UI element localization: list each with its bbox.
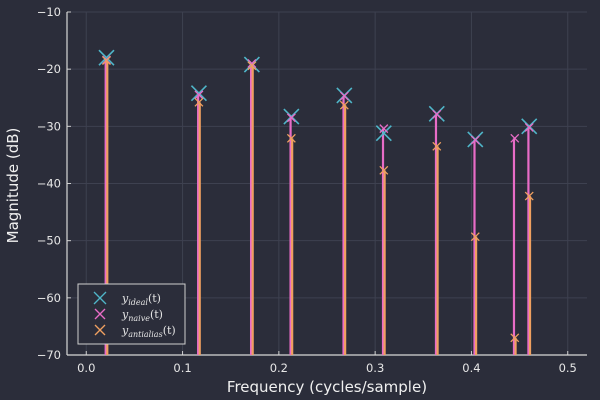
marker-stroke	[247, 61, 257, 71]
y-tick-label: −20	[37, 62, 61, 76]
marker-stroke	[470, 232, 480, 242]
marker-naive	[510, 133, 520, 143]
legend-marker-antialias	[94, 324, 106, 336]
marker-ideal	[190, 85, 207, 102]
tick-labels: 0.0 0.1 0.2 0.3 0.4 0.5 −70 −60 −50 −40 −30 −20 −10	[37, 5, 577, 375]
marker-antialias	[379, 165, 389, 175]
marker-stroke	[190, 85, 207, 102]
marker-stroke	[94, 308, 106, 320]
marker-stroke	[379, 165, 389, 175]
legend-marker-ideal	[93, 291, 107, 305]
marker-ideal	[98, 49, 115, 66]
marker-ideal	[521, 118, 538, 135]
marker-stroke	[243, 56, 260, 73]
marker-naive	[194, 90, 204, 100]
y-tick-label: −40	[37, 177, 61, 191]
y-tick-label: −60	[37, 291, 61, 305]
x-axis-label: Frequency (cycles/sample)	[227, 378, 427, 396]
marker-stroke	[94, 324, 106, 336]
marker-stroke	[524, 123, 534, 132]
marker-stroke	[286, 113, 296, 123]
y-tick-label: −50	[37, 234, 61, 248]
marker-stroke	[98, 49, 115, 66]
marker-naive	[247, 58, 257, 68]
marker-ideal	[283, 108, 300, 125]
marker-stroke	[194, 97, 204, 107]
marker-ideal	[375, 125, 392, 142]
y-tick-label: −70	[37, 348, 61, 362]
marker-stroke	[283, 108, 300, 125]
marker-antialias	[102, 56, 111, 66]
marker-stroke	[379, 124, 389, 134]
marker-naive	[339, 91, 349, 101]
marker-stroke	[194, 90, 204, 100]
marker-stroke	[432, 141, 442, 151]
marker-antialias	[510, 333, 520, 343]
marker-stroke	[339, 100, 349, 110]
marker-stroke	[510, 133, 520, 143]
marker-stroke	[510, 333, 520, 343]
x-tick-label: 0.1	[173, 361, 191, 375]
marker-antialias	[432, 141, 442, 151]
marker-naive	[286, 113, 296, 123]
marker-stroke	[339, 91, 349, 101]
marker-stroke	[521, 118, 538, 135]
marker-antialias	[339, 100, 349, 110]
marker-naive	[432, 109, 442, 119]
x-tick-label: 0.4	[462, 361, 480, 375]
marker-stroke	[286, 133, 296, 143]
marker-stroke	[432, 109, 442, 119]
legend: yideal(t)ynaive(t)yantialias(t)	[77, 283, 186, 345]
data-markers	[98, 49, 538, 343]
marker-antialias	[194, 97, 204, 107]
marker-antialias	[524, 191, 534, 201]
marker-stroke	[470, 135, 480, 145]
x-tick-label: 0.3	[366, 361, 384, 375]
marker-antialias	[286, 133, 296, 143]
legend-marker-naive	[94, 308, 106, 320]
marker-stroke	[102, 56, 111, 66]
x-tick-label: 0.5	[559, 361, 577, 375]
legend-label: ynaive(t)	[121, 308, 163, 323]
x-tick-label: 0.2	[270, 361, 288, 375]
legend-label: yideal(t)	[121, 292, 161, 307]
marker-naive	[524, 123, 534, 132]
legend-label: yantialias(t)	[121, 324, 176, 339]
axes	[66, 11, 587, 356]
marker-antialias	[247, 61, 257, 71]
marker-antialias	[470, 232, 480, 242]
marker-naive	[470, 135, 480, 145]
marker-stroke	[375, 125, 392, 142]
marker-stroke	[247, 58, 257, 68]
marker-naive	[379, 124, 389, 134]
marker-stroke	[93, 291, 107, 305]
x-tick-label: 0.0	[77, 361, 95, 375]
y-tick-label: −30	[37, 119, 61, 133]
y-axis-label: Magnitude (dB)	[4, 128, 22, 244]
stem-lines	[104, 60, 532, 355]
marker-ideal	[243, 56, 260, 73]
y-tick-label: −10	[37, 5, 61, 19]
marker-stroke	[524, 191, 534, 201]
